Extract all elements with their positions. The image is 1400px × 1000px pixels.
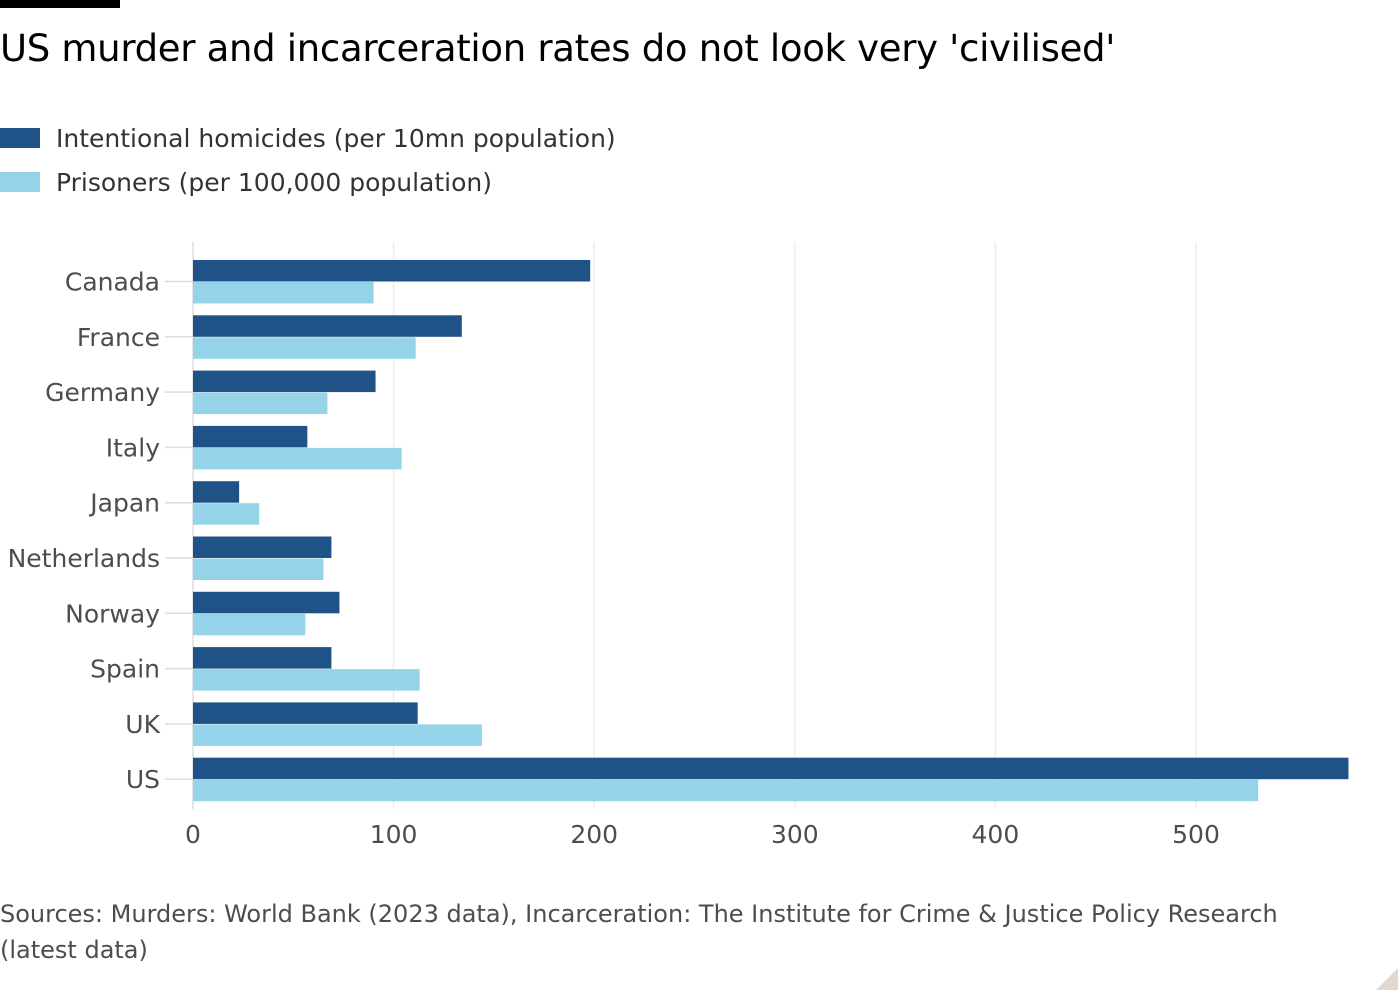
legend-label-homicides: Intentional homicides (per 10mn populati… xyxy=(56,123,616,153)
category-label-france: France xyxy=(77,323,160,352)
bar-us-homicides xyxy=(193,757,1349,780)
bar-norway-prisoners xyxy=(193,613,306,636)
chart-title: US murder and incarceration rates do not… xyxy=(0,27,1116,70)
bar-spain-homicides xyxy=(193,647,332,669)
bar-italy-homicides xyxy=(193,425,308,448)
bar-uk-prisoners xyxy=(193,724,482,746)
bar-japan-homicides xyxy=(193,481,240,503)
legend-label-prisoners: Prisoners (per 100,000 population) xyxy=(56,167,492,197)
legend-item-homicides: Intentional homicides (per 10mn populati… xyxy=(0,116,616,160)
top-accent-bar xyxy=(0,0,120,8)
legend: Intentional homicides (per 10mn populati… xyxy=(0,116,616,204)
bar-chart: 0 100 200 300 400 500 Canada France Germany Italy… xyxy=(8,242,1349,849)
legend-item-prisoners: Prisoners (per 100,000 population) xyxy=(0,160,616,204)
bar-france-prisoners xyxy=(193,337,416,359)
x-tick-label-500: 500 xyxy=(1172,820,1220,849)
category-label-spain: Spain xyxy=(90,655,160,684)
bar-uk-homicides xyxy=(193,702,418,724)
x-tick-label-0: 0 xyxy=(185,820,201,849)
bar-canada-homicides xyxy=(193,260,591,282)
legend-swatch-prisoners xyxy=(0,172,40,192)
bar-norway-homicides xyxy=(193,591,340,614)
x-tick-label-200: 200 xyxy=(570,820,618,849)
x-tick-label-300: 300 xyxy=(771,820,819,849)
category-label-japan: Japan xyxy=(88,489,160,518)
category-label-uk: UK xyxy=(125,710,160,739)
source-note: Sources: Murders: World Bank (2023 data)… xyxy=(0,900,1278,964)
category-label-canada: Canada xyxy=(65,268,160,297)
bar-canada-prisoners xyxy=(193,282,374,304)
bar-italy-prisoners xyxy=(193,447,402,470)
category-label-us: US xyxy=(126,765,160,794)
bar-germany-prisoners xyxy=(193,392,328,415)
bar-germany-homicides xyxy=(193,370,376,393)
corner-fold-mark xyxy=(1376,968,1398,990)
bar-spain-prisoners xyxy=(193,669,420,691)
x-tick-label-100: 100 xyxy=(370,820,418,849)
bar-france-homicides xyxy=(193,315,462,337)
category-label-netherlands: Netherlands xyxy=(8,544,160,573)
category-label-norway: Norway xyxy=(65,599,160,628)
category-label-germany: Germany xyxy=(45,378,160,407)
bar-netherlands-homicides xyxy=(193,536,332,558)
bar-us-prisoners xyxy=(193,779,1259,802)
bar-japan-prisoners xyxy=(193,503,260,525)
x-tick-label-400: 400 xyxy=(972,820,1020,849)
legend-swatch-homicides xyxy=(0,128,40,148)
category-label-italy: Italy xyxy=(106,433,160,462)
bar-netherlands-prisoners xyxy=(193,558,324,580)
